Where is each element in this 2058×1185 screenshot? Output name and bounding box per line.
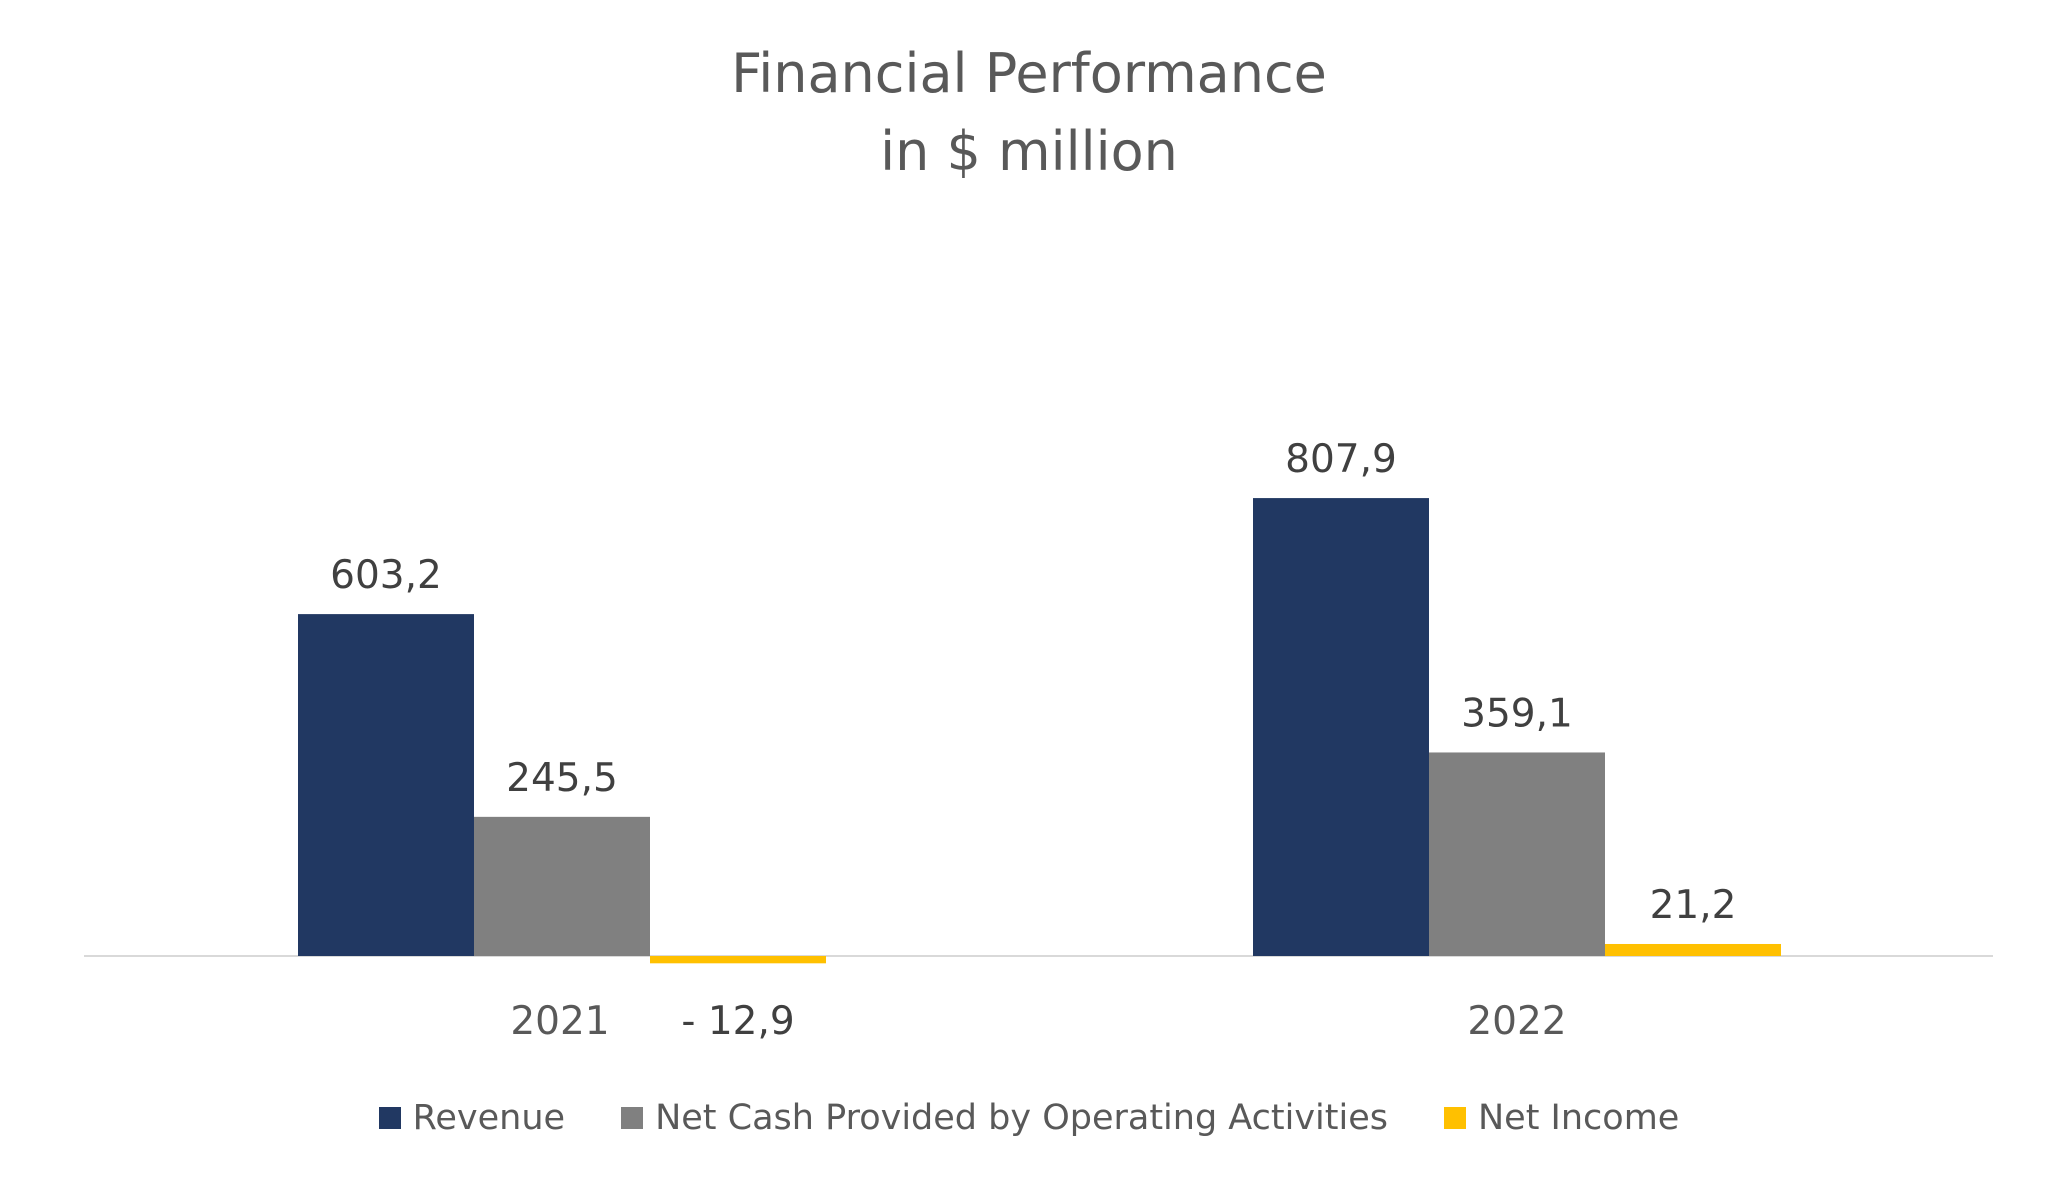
chart-title: Financial Performance: [731, 42, 1327, 105]
data-label-net-cash-provided-by-operating-activities-2021: 245,5: [506, 756, 618, 801]
legend-swatch-net-income: [1443, 1107, 1466, 1129]
x-tick-label-2021: 2021: [510, 999, 609, 1044]
data-label-net-cash-provided-by-operating-activities-2022: 359,1: [1461, 691, 1573, 736]
bar-net-cash-provided-by-operating-activities-2022: [1429, 752, 1605, 956]
chart-subtitle: in $ million: [880, 120, 1178, 183]
legend-swatch-revenue: [378, 1107, 401, 1129]
legend-label-net-cash: Net Cash Provided by Operating Activitie…: [655, 1098, 1388, 1138]
legend-swatch-net-cash: [621, 1107, 644, 1129]
bar-net-income-2021: [650, 956, 826, 964]
bar-net-cash-provided-by-operating-activities-2021: [474, 816, 650, 956]
legend-item-net-income: Net Income: [1443, 1098, 1680, 1138]
bar-net-income-2022: [1605, 943, 1781, 956]
bar-revenue-2022: [1253, 498, 1429, 956]
data-label-net-income-2022: 21,2: [1650, 883, 1737, 928]
data-label-revenue-2021: 603,2: [330, 553, 442, 598]
x-tick-label-2022: 2022: [1467, 999, 1566, 1044]
legend: Revenue Net Cash Provided by Operating A…: [0, 1098, 2058, 1138]
legend-label-net-income: Net Income: [1477, 1098, 1680, 1138]
data-label-revenue-2022: 807,9: [1285, 437, 1397, 482]
legend-label-revenue: Revenue: [412, 1098, 566, 1138]
data-label-net-income-2021: - 12,9: [681, 999, 794, 1044]
bar-revenue-2021: [298, 614, 474, 956]
legend-item-net-cash: Net Cash Provided by Operating Activitie…: [621, 1098, 1388, 1138]
legend-item-revenue: Revenue: [378, 1098, 566, 1138]
